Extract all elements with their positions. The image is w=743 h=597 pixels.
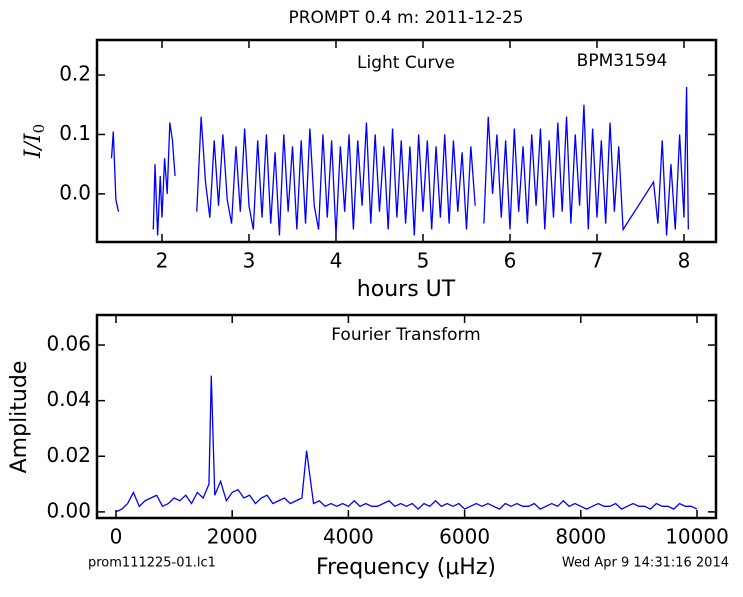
y-tick-label: 0.06 (46, 332, 91, 356)
x-tick-label: 10000 (665, 525, 729, 549)
data-line (115, 375, 698, 513)
x-tick-label: 7 (591, 249, 604, 273)
x-tick-label: 6000 (439, 525, 490, 549)
x-tick-label: 8000 (555, 525, 606, 549)
footer-left: prom111225-01.lc1 (88, 556, 216, 571)
x-tick-label: 4000 (323, 525, 374, 549)
x-tick-label: 5 (417, 249, 430, 273)
annotation: Fourier Transform (331, 325, 480, 345)
y-axis-label-subscript: 0 (30, 124, 48, 134)
x-tick-label: 2 (156, 249, 169, 273)
x-tick-label: 6 (504, 249, 517, 273)
y-tick-label: 0.04 (46, 387, 91, 411)
y-tick-label: 0.00 (46, 498, 91, 522)
x-tick-label: 8 (678, 249, 691, 273)
y-axis-label: Amplitude (7, 361, 32, 474)
annotation: Light Curve (357, 53, 455, 73)
y-axis-label-text: I/I (21, 132, 46, 159)
figure-title: PROMPT 0.4 m: 2011-12-25 (288, 8, 523, 28)
x-tick-label: 2000 (207, 525, 258, 549)
y-tick-label: 0.2 (59, 62, 91, 86)
axes-frame (95, 313, 718, 520)
axes-frame (95, 38, 718, 244)
x-axis-label: Frequency (μHz) (316, 555, 496, 580)
annotation: BPM31594 (577, 51, 668, 71)
x-axis-label: hours UT (357, 277, 456, 302)
y-axis-label-text: Amplitude (7, 361, 32, 474)
footer-right: Wed Apr 9 14:31:16 2014 (562, 556, 729, 571)
y-tick-label: 0.1 (59, 121, 91, 145)
x-tick-label: 3 (243, 249, 256, 273)
y-axis-label: I/I0 (21, 124, 48, 159)
y-tick-label: 0.0 (59, 180, 91, 204)
x-tick-label: 4 (330, 249, 343, 273)
x-tick-label: 0 (110, 525, 123, 549)
y-tick-label: 0.02 (46, 443, 91, 467)
data-line (110, 86, 689, 236)
